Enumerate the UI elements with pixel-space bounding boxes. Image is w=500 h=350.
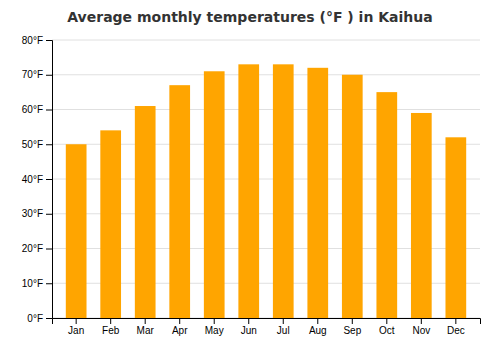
bar — [66, 144, 87, 318]
tick-mark — [46, 40, 52, 41]
plot: 0°F 10°F 20°F 30°F 40°F 50°F 60°F 70°F 80°F Jan Fe… — [22, 35, 481, 336]
tick-mark — [317, 318, 318, 324]
tick-label: Nov — [412, 325, 430, 336]
bar — [342, 75, 363, 318]
tick-label: Sep — [343, 325, 361, 336]
tick: Oct — [379, 318, 395, 336]
tick: 50°F — [22, 139, 52, 150]
title: Average monthly temperatures (°F ) in Ka… — [67, 9, 432, 25]
tick: Nov — [412, 318, 430, 336]
tick-mark — [46, 75, 52, 76]
bar — [204, 71, 225, 318]
grid-line — [52, 109, 480, 110]
axis-line — [53, 319, 481, 325]
tick-mark — [214, 318, 215, 324]
bar — [135, 106, 156, 318]
tick-mark — [46, 283, 52, 284]
bars — [66, 64, 466, 318]
tick-label: Dec — [447, 325, 465, 336]
tick-label: 10°F — [22, 278, 43, 289]
tick-mark — [46, 110, 52, 111]
tick: 70°F — [22, 69, 52, 80]
tick-label: 60°F — [22, 104, 43, 115]
tick: Dec — [447, 318, 465, 336]
tick-mark — [46, 214, 52, 215]
bar — [411, 113, 432, 318]
axis-line — [46, 41, 53, 319]
tick: Feb — [102, 318, 120, 336]
tick-mark — [386, 318, 387, 324]
tick-label: Mar — [137, 325, 155, 336]
tick-mark — [179, 318, 180, 324]
bar — [376, 92, 397, 318]
tick-label: 70°F — [22, 69, 43, 80]
tick: 10°F — [22, 278, 52, 289]
tick-label: 80°F — [22, 35, 43, 46]
tick-label: 0°F — [27, 313, 43, 324]
tick: Jul — [277, 318, 290, 336]
bar — [445, 137, 466, 318]
tick-mark — [46, 249, 52, 250]
tick: 0°F — [27, 313, 52, 324]
tick-mark — [110, 318, 111, 324]
bar — [169, 85, 190, 318]
tick-mark — [46, 179, 52, 180]
grid-line — [52, 74, 480, 75]
tick: 80°F — [22, 35, 52, 46]
tick-label: 30°F — [22, 208, 43, 219]
tick: Sep — [343, 318, 361, 336]
grid — [52, 40, 480, 318]
chart: 0°F 10°F 20°F 30°F 40°F 50°F 60°F 70°F 80°F Jan Fe… — [0, 0, 500, 350]
tick-mark — [145, 318, 146, 324]
x-axis: Jan Feb Mar Apr May Jun Jul Aug Sep Oct Nov Dec — [53, 318, 481, 336]
tick-mark — [352, 318, 353, 324]
tick-label: 40°F — [22, 174, 43, 185]
tick-label: May — [205, 325, 224, 336]
tick-label: Oct — [379, 325, 395, 336]
grid-line — [52, 40, 480, 41]
tick-label: 20°F — [22, 243, 43, 254]
tick-label: 50°F — [22, 139, 43, 150]
tick-label: Jan — [68, 325, 84, 336]
tick: 30°F — [22, 208, 52, 219]
tick-mark — [46, 318, 52, 319]
tick: 40°F — [22, 174, 52, 185]
tick: Aug — [309, 318, 327, 336]
tick-label: Aug — [309, 325, 327, 336]
tick: Apr — [172, 318, 188, 336]
bar — [307, 68, 328, 318]
tick-mark — [46, 144, 52, 145]
tick: Jun — [241, 318, 257, 336]
tick-mark — [421, 318, 422, 324]
tick: 20°F — [22, 243, 52, 254]
tick-mark — [76, 318, 77, 324]
tick: Mar — [137, 318, 155, 336]
tick-mark — [248, 318, 249, 324]
tick: Jan — [68, 318, 84, 336]
tick-label: Jul — [277, 325, 290, 336]
tick: May — [205, 318, 224, 336]
bar — [100, 130, 121, 318]
bar — [238, 64, 259, 318]
tick-label: Jun — [241, 325, 257, 336]
tick-label: Feb — [102, 325, 120, 336]
tick-mark — [455, 318, 456, 324]
bar — [273, 64, 294, 318]
tick-mark — [283, 318, 284, 324]
tick-label: Apr — [172, 325, 188, 336]
tick: 60°F — [22, 104, 52, 115]
y-axis: 0°F 10°F 20°F 30°F 40°F 50°F 60°F 70°F 80°F — [22, 35, 53, 324]
